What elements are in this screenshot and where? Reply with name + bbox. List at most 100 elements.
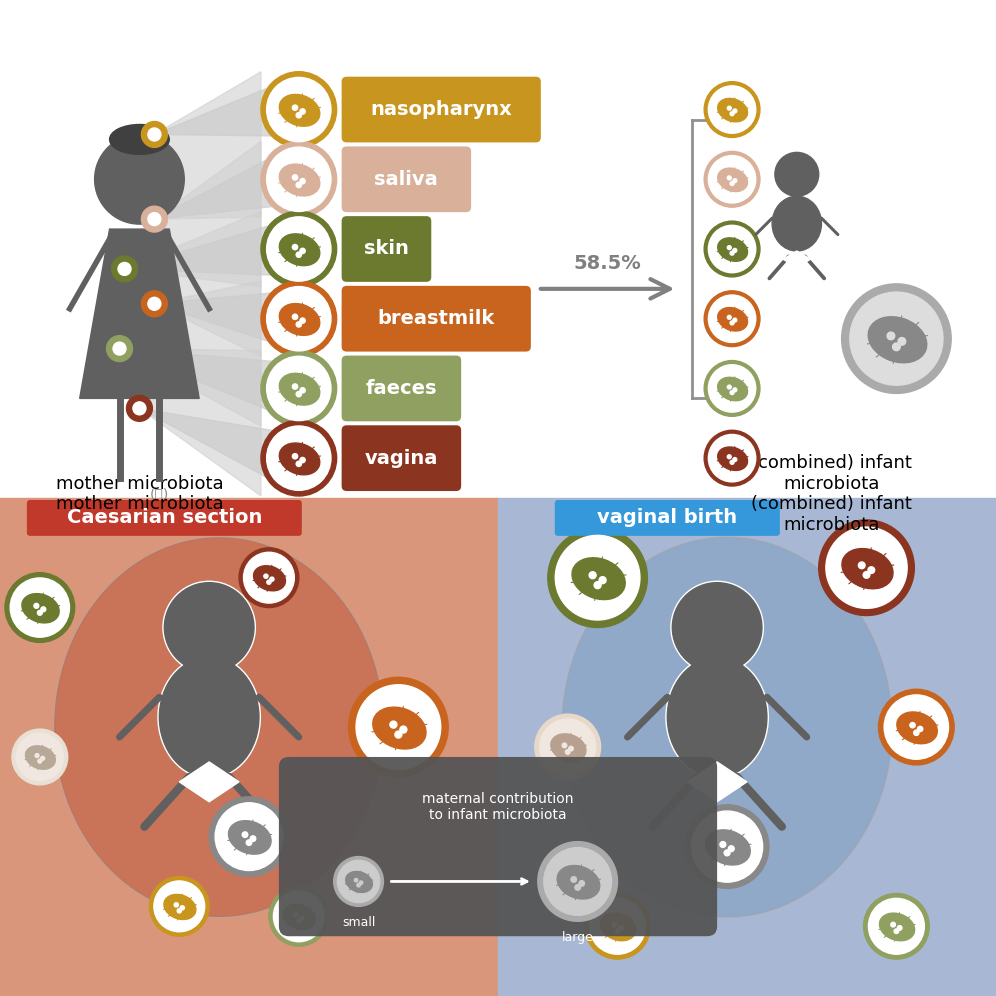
Circle shape [730,321,734,325]
Ellipse shape [772,196,822,251]
Ellipse shape [718,238,748,261]
Circle shape [540,719,596,775]
Ellipse shape [879,913,914,941]
Circle shape [246,840,252,846]
Circle shape [334,857,383,906]
Ellipse shape [601,913,635,941]
Polygon shape [154,83,280,136]
Ellipse shape [279,164,320,196]
Circle shape [164,583,254,672]
Ellipse shape [164,894,196,919]
Circle shape [300,248,305,254]
Bar [0,498,498,996]
Circle shape [149,876,209,936]
Circle shape [296,322,302,327]
Circle shape [296,113,302,118]
Circle shape [708,434,756,482]
Circle shape [357,883,361,886]
Circle shape [209,797,289,876]
Circle shape [897,925,902,930]
Circle shape [890,922,895,927]
Ellipse shape [563,538,891,916]
Polygon shape [154,292,280,346]
Circle shape [293,453,298,459]
Circle shape [148,212,161,226]
Ellipse shape [869,317,927,363]
Circle shape [708,295,756,343]
Circle shape [293,174,298,180]
Text: (🦫): (🦫) [149,487,169,501]
Circle shape [600,577,606,584]
Ellipse shape [26,746,56,769]
Ellipse shape [22,594,59,622]
Circle shape [215,803,283,871]
Circle shape [293,244,298,250]
Polygon shape [80,229,199,398]
Text: vagina: vagina [365,448,438,468]
Circle shape [826,527,907,609]
Circle shape [267,580,271,585]
Ellipse shape [705,830,750,865]
Text: mother microbiota: mother microbiota [56,475,223,493]
Circle shape [730,251,734,255]
FancyBboxPatch shape [27,500,302,536]
Circle shape [267,217,331,281]
Circle shape [349,677,448,777]
Circle shape [264,574,268,579]
Bar [0,0,996,498]
Circle shape [296,182,302,187]
Ellipse shape [228,821,271,855]
Ellipse shape [279,374,320,405]
Circle shape [728,846,734,852]
Text: large: large [562,931,594,944]
Circle shape [538,842,618,921]
Circle shape [727,455,731,459]
Ellipse shape [572,558,625,600]
Circle shape [267,426,331,490]
Circle shape [126,395,152,421]
Circle shape [153,881,205,932]
Circle shape [585,893,650,959]
Circle shape [708,225,756,273]
Circle shape [727,176,731,180]
Circle shape [300,178,305,184]
Ellipse shape [718,99,748,122]
Ellipse shape [284,904,316,929]
Circle shape [704,221,760,277]
Circle shape [544,848,612,915]
Circle shape [293,383,298,389]
Circle shape [727,316,731,320]
Polygon shape [120,281,261,426]
Circle shape [148,127,161,141]
Circle shape [141,206,167,232]
Ellipse shape [279,234,320,266]
Circle shape [733,387,737,391]
Circle shape [733,248,737,252]
Ellipse shape [159,657,259,777]
FancyBboxPatch shape [342,77,541,142]
FancyBboxPatch shape [279,757,717,936]
Circle shape [727,385,731,389]
Circle shape [267,147,331,211]
Polygon shape [179,762,239,802]
Text: nasopharynx: nasopharynx [371,100,512,120]
Circle shape [12,729,68,785]
Circle shape [720,842,726,848]
Circle shape [239,548,299,608]
Circle shape [296,391,302,396]
Circle shape [913,730,919,735]
Circle shape [569,746,574,751]
Circle shape [38,611,42,616]
Ellipse shape [718,168,748,191]
Ellipse shape [346,872,373,892]
Circle shape [733,178,737,182]
Circle shape [566,750,570,754]
Circle shape [917,726,922,732]
Circle shape [704,291,760,347]
Circle shape [685,805,769,888]
Circle shape [894,929,898,933]
Circle shape [708,86,756,133]
Circle shape [296,461,302,466]
Ellipse shape [110,124,169,154]
Circle shape [730,390,734,394]
